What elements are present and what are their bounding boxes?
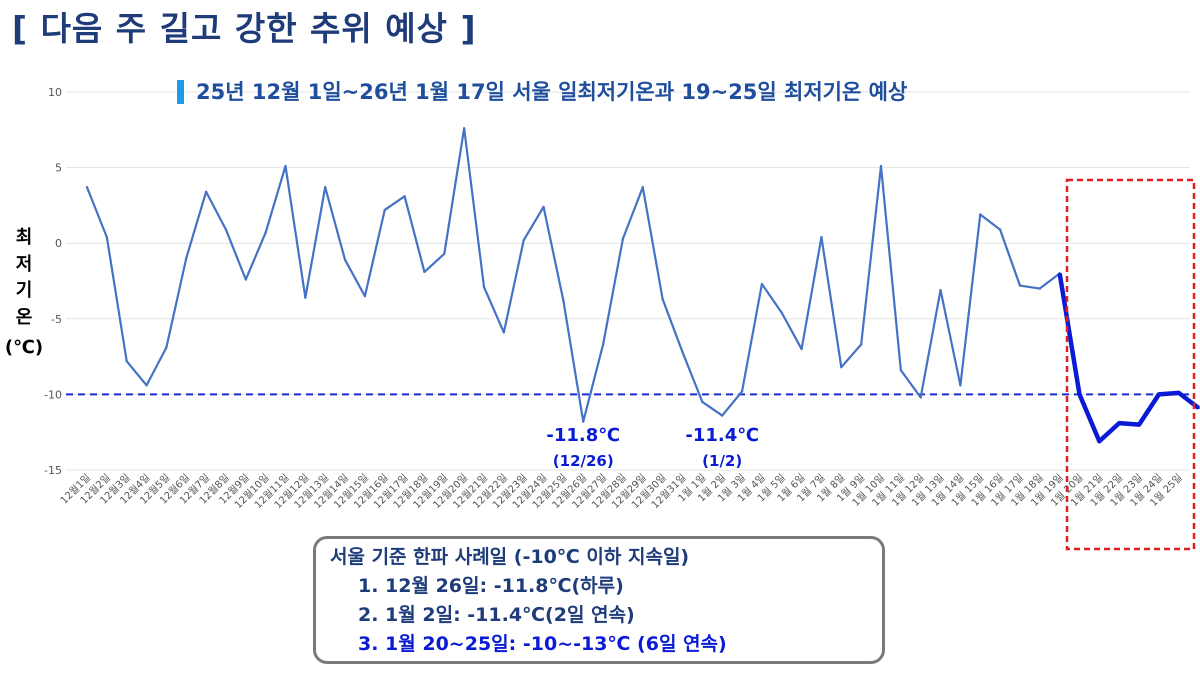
y-tick-label: -5 [51,313,62,326]
data-point [1157,393,1161,396]
y-axis-label-char: 기 [16,280,33,301]
annotation-value: -11.4℃ [685,425,759,446]
grid [66,91,1190,471]
subtitle-marker-icon [177,80,184,104]
cold-wave-note-box: 서울 기준 한파 사례일 (-10℃ 이하 지속일) 1. 12월 26일: -… [313,536,885,664]
data-point [979,213,982,216]
note-heading: 서울 기준 한파 사례일 (-10℃ 이하 지속일) [330,546,690,568]
data-point [1137,423,1141,426]
data-point [919,396,922,399]
data-point [244,278,247,281]
data-point [324,186,327,189]
data-point [1018,284,1022,287]
data-point [403,195,406,198]
data-point [462,127,466,130]
data-point [1177,391,1180,395]
data-point [998,228,1002,231]
forecast-highlight-box [1065,178,1196,551]
data-point [383,208,386,212]
note-item-1: 1. 12월 26일: -11.8℃(하루) [358,575,624,597]
data-point [542,205,545,209]
forecast-series-line [1057,273,1200,444]
data-point [681,350,684,354]
data-point [185,257,188,260]
data-point [939,288,942,292]
x-tick-labels: 12월1일12월2일12월3일12월4일12월5일12월6일12월7일12월8일… [58,472,1185,511]
series [85,127,1200,444]
data-point [859,343,863,346]
chart-subtitle: 25년 12월 1일~26년 1월 17일 서울 일최저기온과 19~25일 최… [196,80,907,104]
data-point [502,331,506,334]
data-point [740,390,744,393]
y-axis-label-char: (℃) [5,337,43,358]
data-point [1078,393,1081,396]
data-point [582,420,585,423]
y-tick-label: 5 [55,162,62,175]
data-point [1038,287,1042,290]
y-axis-label-char: 저 [16,254,33,275]
data-point [641,186,644,189]
data-point [522,238,525,242]
data-point [721,414,724,417]
data-point [443,252,446,255]
data-point [701,400,704,404]
data-point [820,235,823,239]
y-tick-label: 0 [55,237,62,250]
data-point [1118,421,1121,425]
y-tick-label: 10 [48,86,62,99]
data-point [343,258,347,262]
y-axis-label-char: 최 [16,227,33,248]
y-tick-label: -10 [44,388,62,401]
annotation-value: -11.8℃ [546,425,620,446]
data-point [482,285,486,289]
data-point [879,164,883,168]
data-point [661,297,664,301]
data-point [562,299,565,302]
data-point [204,190,208,193]
data-point [363,294,367,298]
data-point [800,347,803,351]
data-point [264,231,267,234]
note-item-2: 2. 1월 2일: -11.4℃(2일 연속) [358,604,635,626]
data-point [621,237,625,240]
data-point [1098,440,1101,443]
data-point [224,228,228,231]
y-axis-label-char: 온 [16,307,33,328]
data-point [1197,406,1200,410]
data-point [423,270,426,274]
annotation-date: (1/2) [702,452,742,470]
data-point [760,282,764,286]
data-point [284,164,287,168]
y-axis-label: 최저기온 (℃) [5,227,43,358]
data-point [1058,272,1061,275]
data-point [85,186,89,189]
y-tick-label: -15 [44,464,62,477]
data-point [165,346,168,349]
note-item-3: 3. 1월 20~25일: -10~-13℃ (6일 연속) [358,633,727,655]
observed-series-line [85,127,1061,423]
data-point [145,384,148,387]
data-point [780,311,783,314]
data-point [601,343,605,346]
data-point [899,369,903,372]
data-point [304,296,307,299]
data-point [959,384,962,387]
annotations: -11.8℃ (12/26) -11.4℃ (1/2) [546,425,759,470]
y-tick-labels: 10 5 0 -5 -10 -15 [44,86,62,477]
page-title: [ 다음 주 길고 강한 추위 예상 ] [12,9,477,48]
data-point [125,359,128,363]
annotation-date: (12/26) [553,452,614,470]
data-point [105,235,109,239]
data-point [840,365,843,369]
